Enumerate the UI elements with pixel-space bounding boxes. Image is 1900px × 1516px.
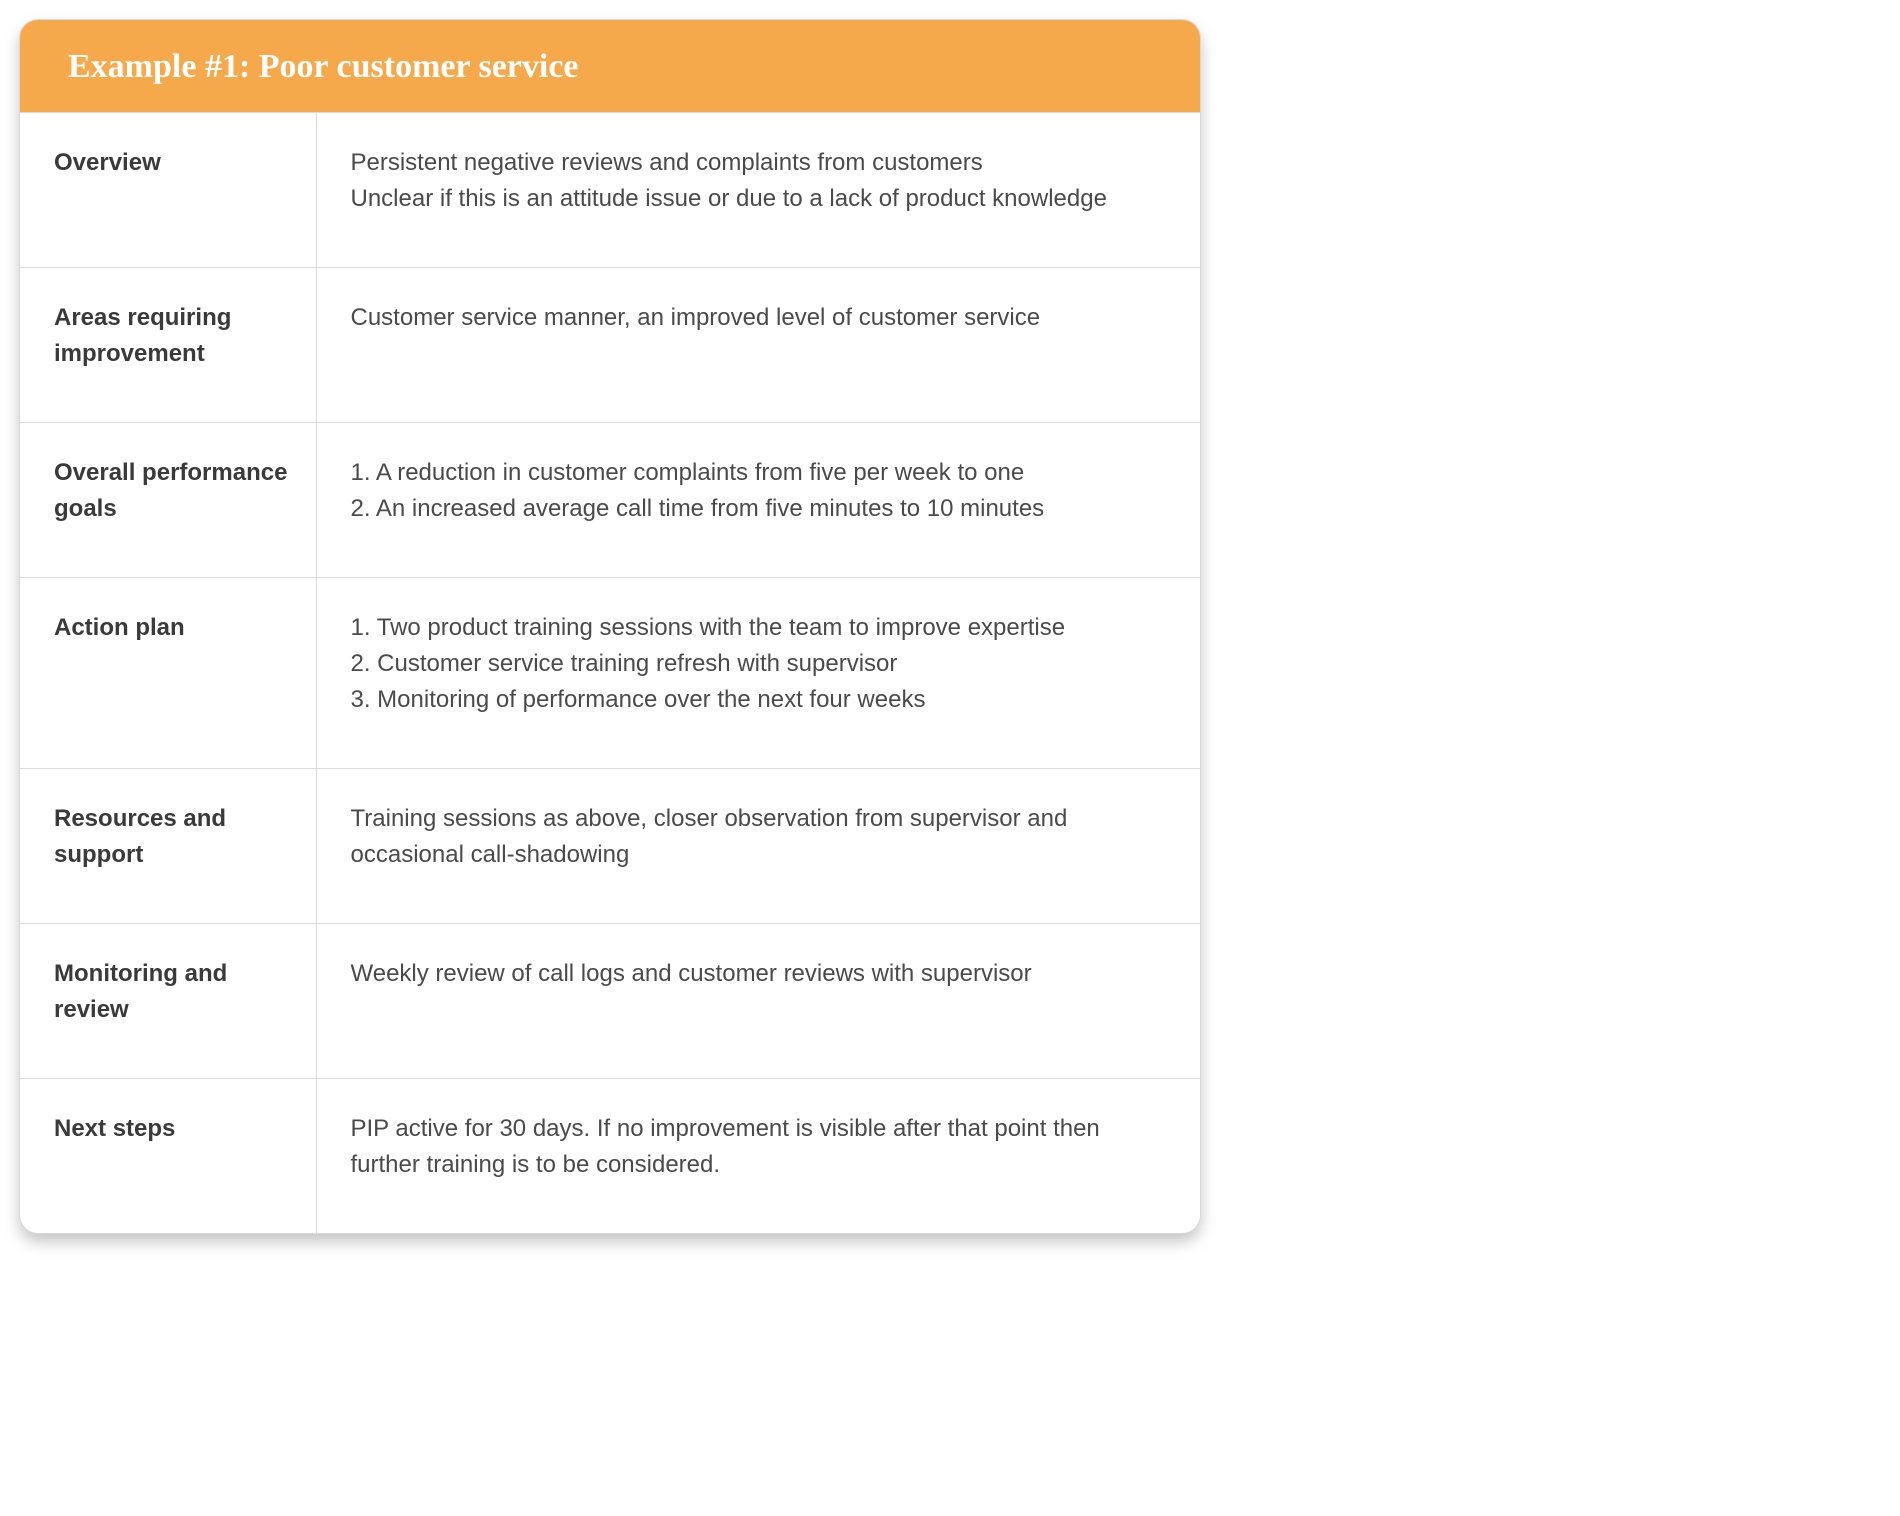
row-content: Persistent negative reviews and complain…: [316, 113, 1200, 268]
row-label: Overall performance goals: [20, 423, 316, 578]
content-line: Persistent negative reviews and complain…: [351, 145, 1167, 181]
numbered-item: 2. Customer service training refresh wit…: [351, 646, 1167, 682]
table-row: Next stepsPIP active for 30 days. If no …: [20, 1079, 1200, 1234]
numbered-item: 1. A reduction in customer complaints fr…: [351, 455, 1167, 491]
table-row: Overview Persistent negative reviews and …: [20, 113, 1200, 268]
row-label: Monitoring and review: [20, 924, 316, 1079]
numbered-item: 3. Monitoring of performance over the ne…: [351, 682, 1167, 718]
table-row: Monitoring and reviewWeekly review of ca…: [20, 924, 1200, 1079]
row-label: Areas requiring improvement: [20, 268, 316, 423]
row-content: 1. Two product training sessions with th…: [316, 578, 1200, 769]
numbered-item: 1. Two product training sessions with th…: [351, 610, 1167, 646]
table-row: Action plan 1. Two product training sessi…: [20, 578, 1200, 769]
table-title: Example #1: Poor customer service: [20, 20, 1200, 112]
row-label: Next steps: [20, 1079, 316, 1234]
pip-table-body: Overview Persistent negative reviews and …: [20, 113, 1200, 1234]
row-content: Customer service manner, an improved lev…: [316, 268, 1200, 423]
row-content: Weekly review of call logs and customer …: [316, 924, 1200, 1079]
numbered-item: 2. An increased average call time from f…: [351, 491, 1167, 527]
pip-table-container: Example #1: Poor customer service Overvi…: [20, 20, 1200, 1233]
row-content: Training sessions as above, closer obser…: [316, 769, 1200, 924]
content-line: Unclear if this is an attitude issue or …: [351, 181, 1167, 217]
row-label: Resources and support: [20, 769, 316, 924]
table-row: Areas requiring improvementCustomer serv…: [20, 268, 1200, 423]
row-content: PIP active for 30 days. If no improvemen…: [316, 1079, 1200, 1234]
pip-table: Overview Persistent negative reviews and …: [20, 112, 1200, 1233]
table-row: Resources and supportTraining sessions a…: [20, 769, 1200, 924]
row-label: Action plan: [20, 578, 316, 769]
row-label: Overview: [20, 113, 316, 268]
table-row: Overall performance goals 1. A reduction …: [20, 423, 1200, 578]
row-content: 1. A reduction in customer complaints fr…: [316, 423, 1200, 578]
